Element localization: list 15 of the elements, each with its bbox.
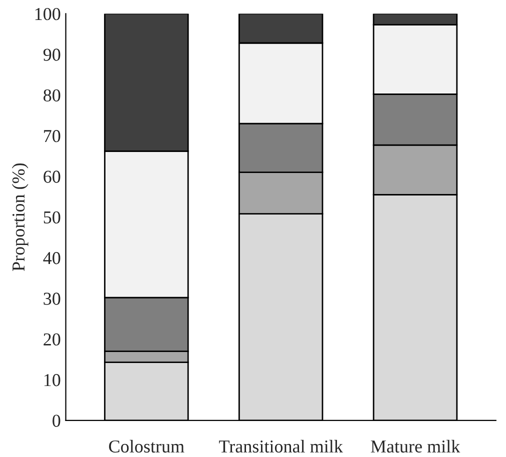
x-tick-label: Mature milk xyxy=(370,440,460,453)
x-tick-label: Colostrum xyxy=(109,440,184,453)
y-tick-label: 80 xyxy=(44,89,60,102)
y-tick-label: 0 xyxy=(52,414,60,427)
y-tick-label: 10 xyxy=(44,374,60,386)
y-tick-label: 40 xyxy=(43,252,60,264)
y-tick-label: 30 xyxy=(44,292,60,305)
y-tick-label: 20 xyxy=(44,333,60,346)
y-tick-label: 60 xyxy=(44,170,60,183)
y-tick-label: 50 xyxy=(44,211,60,224)
y-tick-label: 70 xyxy=(44,130,60,142)
y-tick-label: 100 xyxy=(35,8,60,20)
y-tick-label: 90 xyxy=(43,48,60,61)
x-tick-label: Transitional milk xyxy=(219,440,343,453)
y-axis-title: Proportion (%) xyxy=(12,163,28,271)
